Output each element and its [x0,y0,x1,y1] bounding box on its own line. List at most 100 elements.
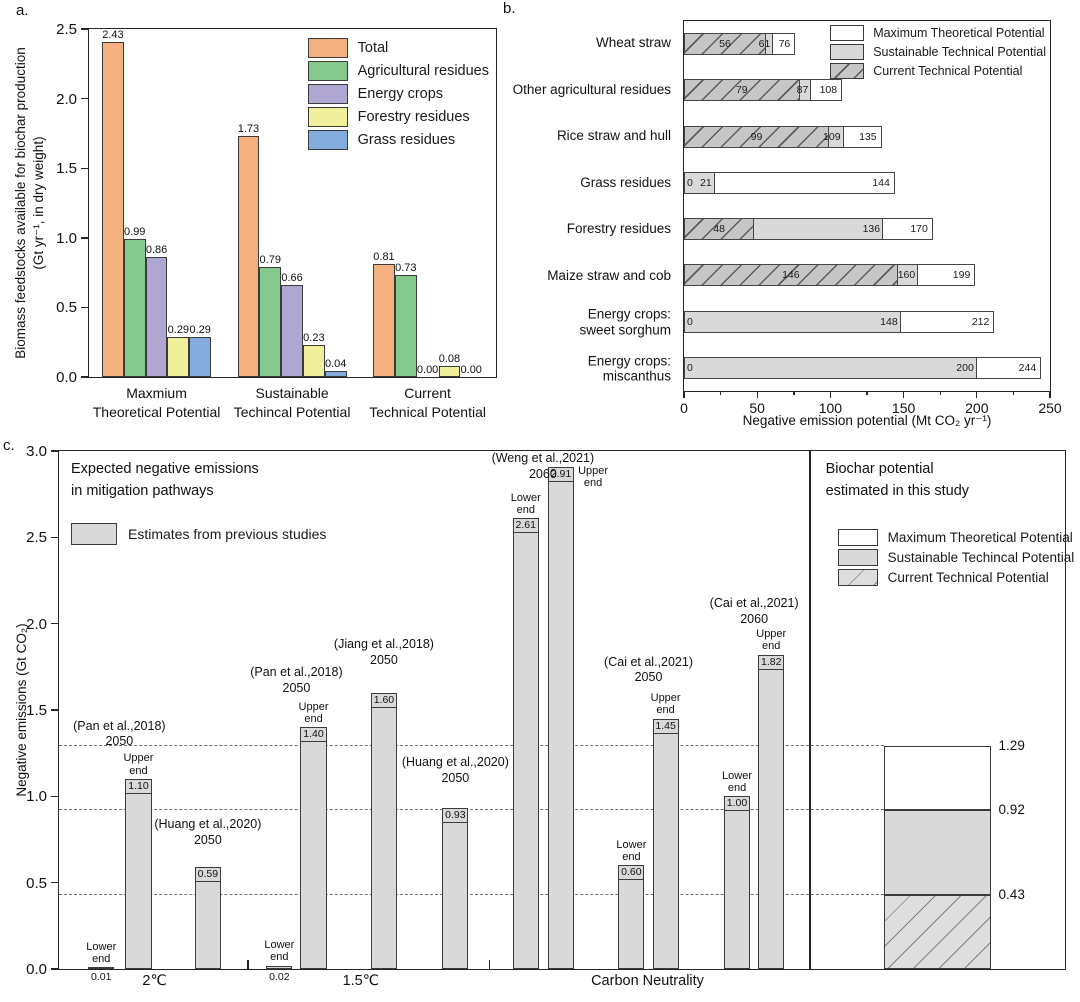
bar [394,275,417,377]
bar-value-label: 2.43 [102,29,124,41]
bar [259,267,282,377]
bar [281,285,303,377]
legend-label: Energy crops [357,86,444,102]
bar-row: 0 148 212 [684,310,1050,333]
row-label-line: sweet sorghum [579,322,671,338]
x-axis-category-line2: Theoretical Potential [92,403,221,420]
current-value-label: 0 [687,176,693,189]
current-technical-bar [684,218,755,241]
panel-b-legend: Maximum Theoretical Potential Sustainable… [830,25,1046,79]
bar-row: 79 87 108 [684,79,1050,102]
row-label-line: Energy crops: [587,306,671,322]
y-axis-tick-label: 0.0 [56,369,77,386]
x-axis-category-label: Current Technical Potential [369,384,486,422]
y-axis-tick [51,622,59,625]
estimate-bar: 0.60 [618,865,645,969]
bar [189,336,212,377]
guideline-value-label: 1.29 [998,738,1025,754]
estimate-bar: 1.60 [370,692,397,969]
bar-value-label: 0.29 [189,323,211,336]
estimate-bar: 0.59 [194,867,221,969]
sustainable-value-label: 21 [700,176,712,189]
sustainable-value-label: 87 [796,84,809,97]
panel-b-tag: b. [503,0,516,17]
bar-row: 48 136 170 [684,218,1050,241]
bar-slot: 0.73 [394,29,417,377]
bar-value-label: 2.91 [548,467,574,482]
x-axis-group-label: 1.5℃ [342,973,380,989]
maximum-value-label: 135 [859,130,877,143]
bar-value-label: 2.61 [513,519,538,534]
legend-swatch [307,84,348,104]
study-annotation: (Huang et al.,2020) 2050 [154,817,262,847]
study-annotation: (Cai et al.,2021) 2060 [709,596,799,626]
panel-b-row-labels: Wheat straw Other agricultural residues Ri… [500,20,677,392]
panel-a-legend: Total Agricultural residues Energy crops Fo… [307,38,489,150]
panel-b: b. Wheat straw Other agricultural residue… [500,0,1080,437]
current-technical-bar [684,33,766,56]
maximum-value-label: 244 [1018,361,1037,374]
x-axis-minor-tick [720,391,722,395]
x-axis-tick [1049,391,1051,398]
row-label: Grass residues [580,175,671,191]
y-axis-tick-label: 2.0 [56,90,77,108]
y-axis-tick-label: 1.0 [56,229,77,247]
study-stacked-bar-segment [883,746,991,811]
legend-label: Maximum Theoretical Potential [887,530,1073,545]
current-value-label: 79 [735,84,748,97]
sustainable-technical-bar [684,310,901,333]
maximum-value-label: 108 [819,84,838,97]
y-axis-tick [81,376,89,378]
legend-swatch [837,529,878,546]
current-technical-bar [684,125,829,148]
bar-value-label: 0.73 [395,262,417,275]
bar-slot: 0.79 [259,29,282,377]
x-axis-tick [902,391,905,398]
y-axis-tick-label: 0.0 [26,961,47,978]
bar-slot: 2.43 [102,29,124,377]
legend-item: Grass residues [307,130,489,150]
section-divider-line [809,451,811,969]
dashed-guideline [59,893,884,895]
x-axis-minor-tick [939,391,941,395]
group-separator-tick [488,960,491,969]
bar-slot: 0.23 [302,29,325,377]
x-axis-category-line2: Technical Potential [369,403,486,420]
estimate-bar: 1.45 [652,718,679,969]
bar [373,264,395,377]
panel-b-x-axis-title: Negative emission potential (Mt CO₂ yr⁻¹… [742,413,992,428]
bar-slot: 0.66 [281,29,303,377]
panel-c-right-title: Biochar potential estimated in this stud… [826,459,969,503]
x-axis-tick-label: 100 [818,400,843,416]
x-axis-category-line2: Techincal Potential [233,403,351,420]
panel-c-left-title-line2: in mitigation pathways [71,482,214,499]
legend-swatch [830,44,865,60]
sustainable-value-label: 200 [956,361,974,374]
legend-item: Sustainable Technical Potential [830,44,1046,60]
legend-swatch [837,549,878,566]
legend-label: Agricultural residues [357,63,489,79]
legend-label: Grass residues [357,132,456,148]
sustainable-value-label: 61 [758,38,771,51]
bar [102,42,124,377]
bar [237,136,260,377]
y-axis-tick [81,28,89,30]
dashed-guideline [59,745,884,747]
current-technical-bar [684,79,800,102]
bar [167,336,190,377]
row-label: Forestry residues [567,221,671,237]
bar-value-label: 0.02 [269,971,290,983]
guideline-value-label: 0.92 [998,802,1025,818]
x-axis-tick-label: 50 [749,400,765,416]
legend-swatch [830,25,865,41]
study-stacked-bar-segment [883,810,991,895]
maximum-value-label: 144 [872,176,890,189]
estimate-bar: 1.82 [758,654,785,969]
y-axis-tick [51,450,59,452]
bar-row: 99 109 135 [684,125,1050,148]
legend-label: Forestry residues [357,109,470,125]
bar-slot: 0.29 [167,29,190,377]
bar [123,239,146,377]
legend-item: Current Technical Potential [830,63,1046,79]
bar-row: 56 61 76 [684,33,1050,56]
